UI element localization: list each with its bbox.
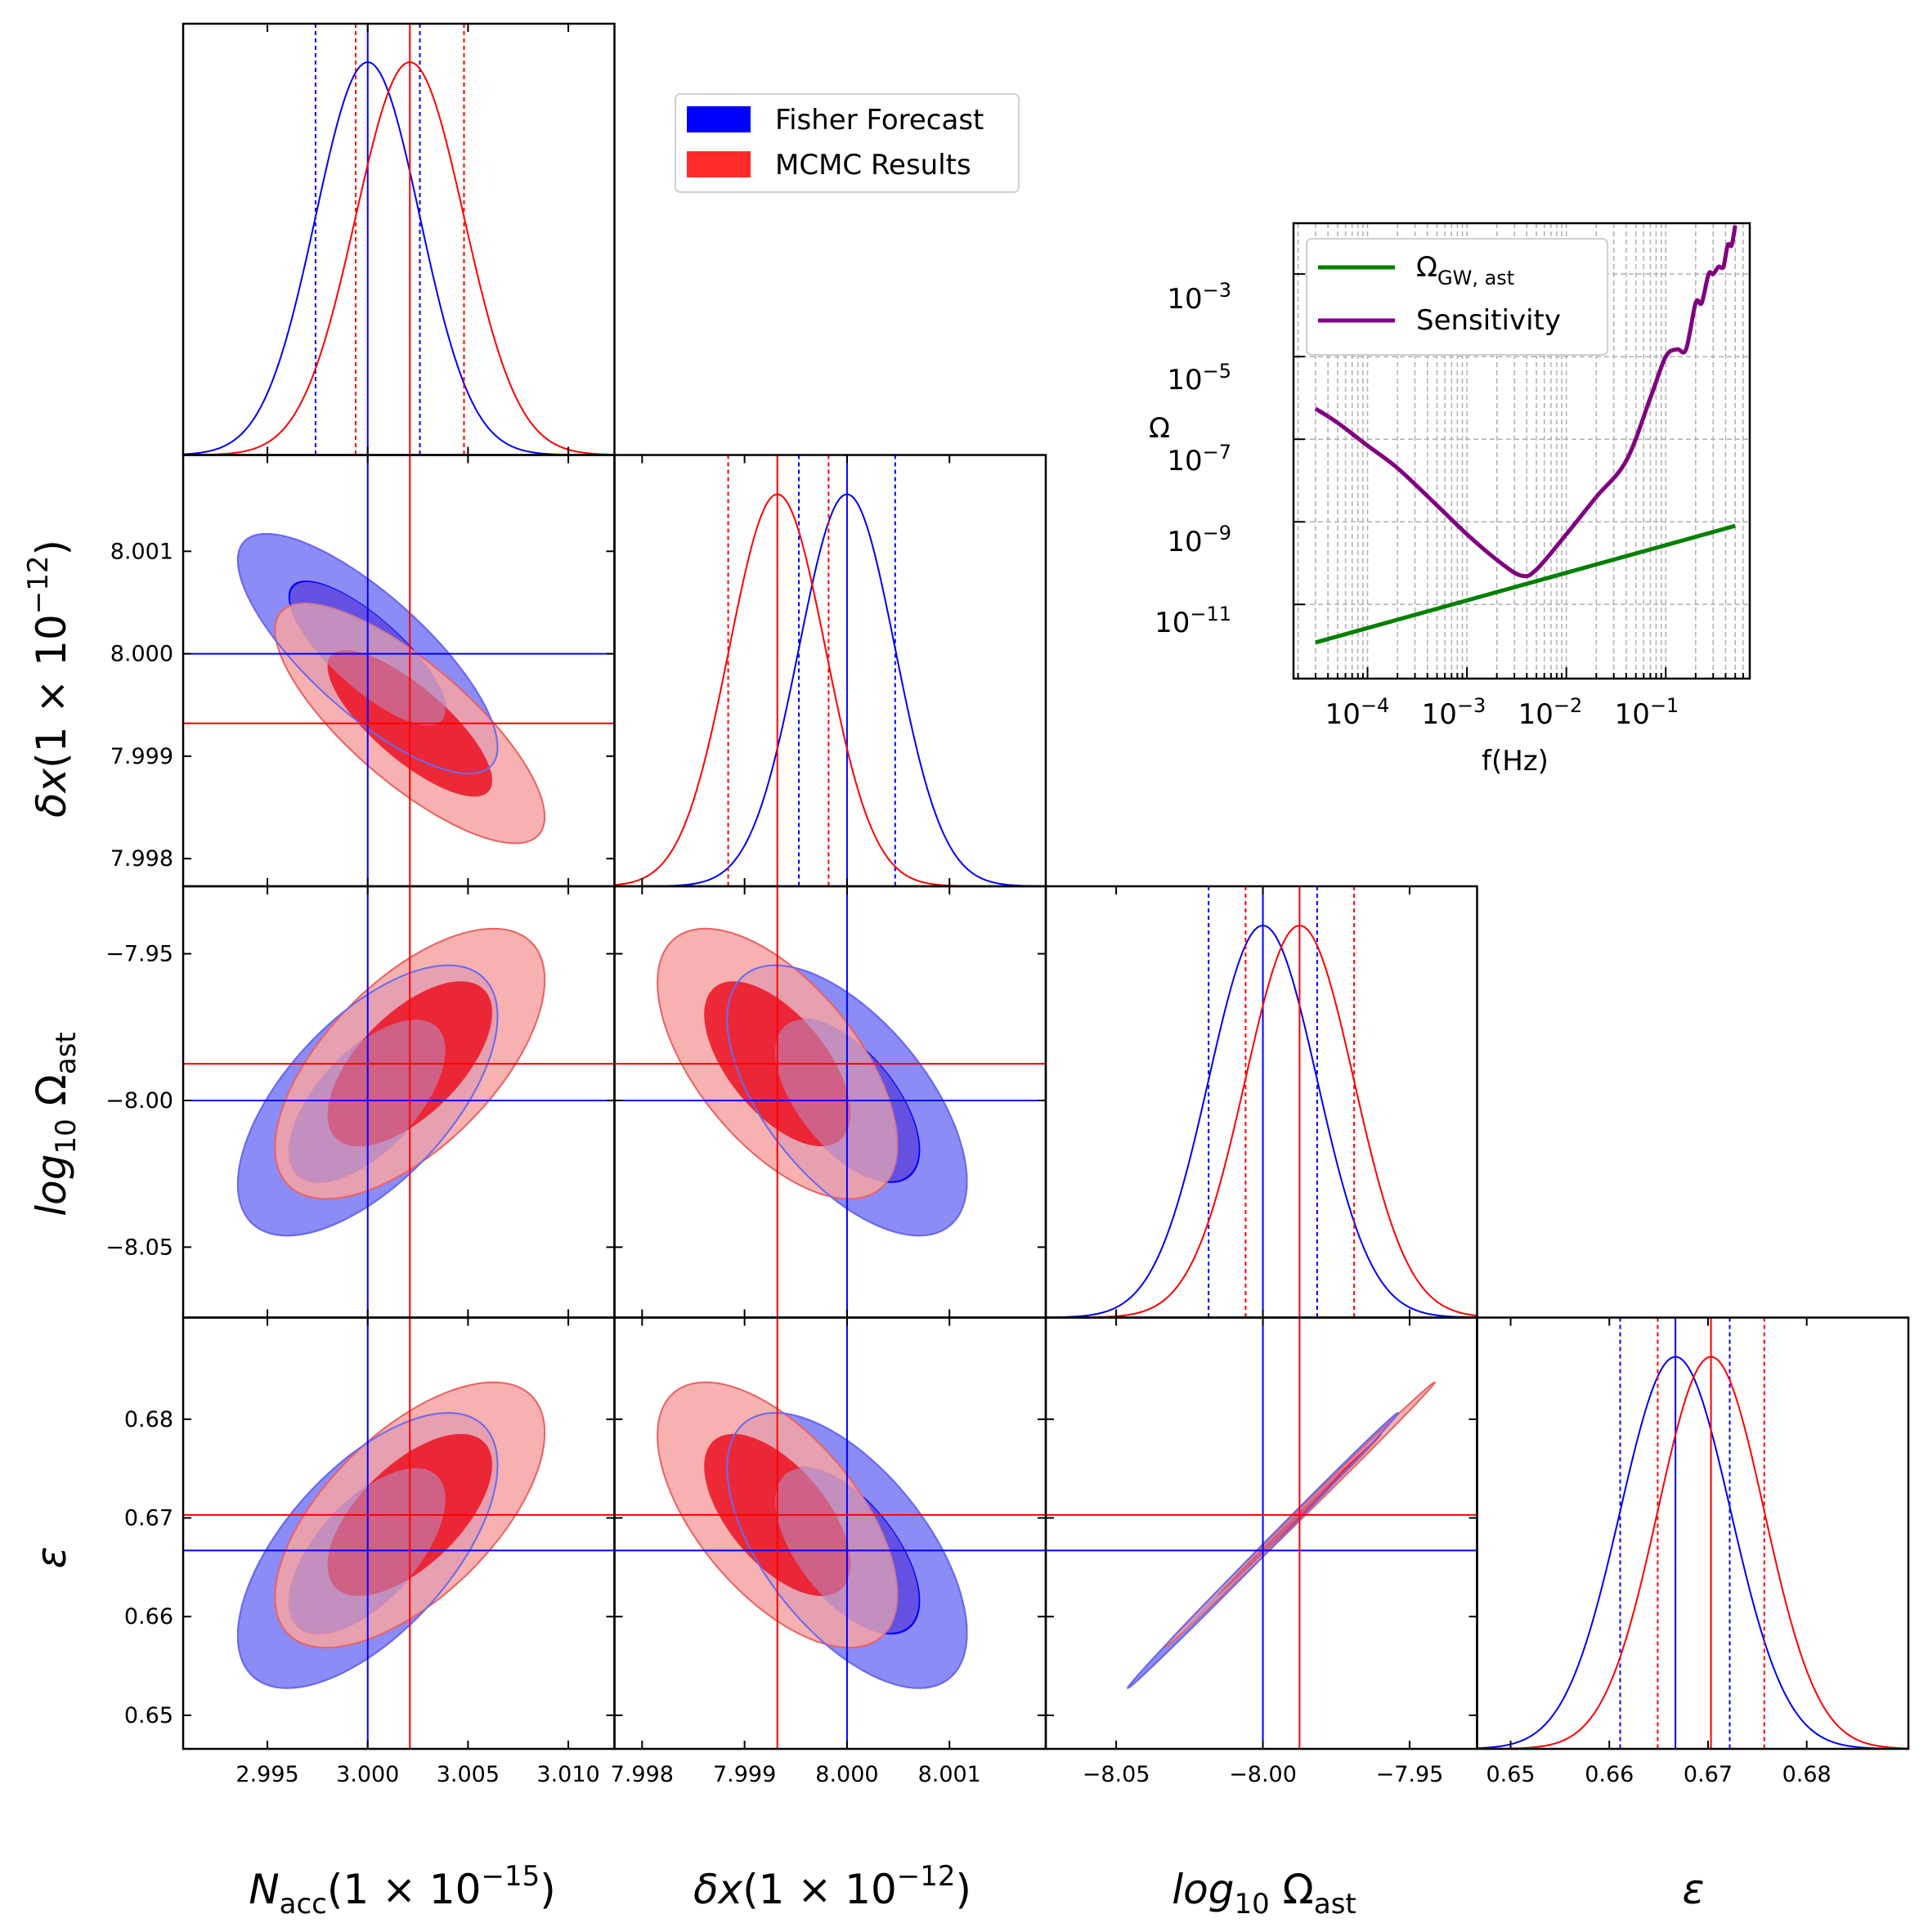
x-axis-labels: Nacc(1 × 10−15) δx(1 × 10−12) log10 Ωast… — [249, 1860, 1704, 1921]
inset-frame — [1292, 222, 1751, 680]
inset-ylabel: Ω — [1149, 412, 1170, 445]
y-tick-label: 0.68 — [124, 1407, 173, 1432]
xlabel-dx: δx(1 × 10−12) — [693, 1860, 971, 1913]
fisher-contour-outline — [236, 964, 499, 1237]
panel-content — [1477, 1317, 1908, 1749]
panel-0-0 — [182, 22, 616, 456]
panel-content — [614, 455, 1046, 886]
panel-content — [1046, 886, 1477, 1318]
panel-2-0: −8.05 −8.00 −7.95 — [105, 885, 616, 1319]
x-tick-label: 7.998 — [611, 1762, 674, 1787]
inset-ytick-label: 10−3 — [1167, 279, 1231, 316]
panel-1-1 — [613, 454, 1047, 888]
panel-3-2: −8.05 −8.00 −7.95 — [1044, 1316, 1478, 1787]
inset-legend: ΩGW, ast Sensitivity — [1306, 238, 1608, 356]
y-tick-label: 0.66 — [124, 1604, 173, 1629]
y-tick-label: −7.95 — [105, 942, 173, 967]
panel-frame — [1476, 1316, 1910, 1750]
y-tick-label: 0.65 — [124, 1703, 173, 1728]
panel-content — [614, 886, 1046, 1318]
panel-2-2 — [1044, 885, 1478, 1319]
y-tick-label: 7.998 — [110, 846, 173, 872]
legend-label-fisher: Fisher Forecast — [775, 104, 984, 137]
ylabel-dx: δx(1 × 10−12) — [22, 540, 75, 818]
x-tick-label: 3.010 — [536, 1762, 599, 1787]
x-tick-label: 0.67 — [1684, 1762, 1733, 1787]
fisher-contour-outline — [726, 964, 968, 1237]
x-tick-label: 0.65 — [1486, 1762, 1535, 1787]
sensitivity-curve — [1314, 225, 1737, 579]
x-tick-label: 3.000 — [336, 1762, 399, 1787]
inset-xtick-label: 10−4 — [1325, 694, 1390, 731]
fisher-contour-outline — [236, 1412, 499, 1689]
legend-label-mcmc: MCMC Results — [775, 149, 971, 182]
fisher-contour-outline — [726, 1412, 968, 1689]
x-tick-label: 3.005 — [437, 1762, 500, 1787]
panel-content — [183, 886, 615, 1318]
inset-plot: 10−3 10−5 10−7 10−9 10−11 10−4 10−3 10−2… — [1149, 222, 1751, 778]
legend-swatch-fisher — [687, 106, 751, 132]
inset-legend-frame — [1306, 238, 1608, 356]
panel-1-0: 7.998 7.999 8.000 8.001 — [110, 454, 616, 888]
x-tick-label: 8.001 — [918, 1762, 981, 1787]
x-tick-label: −7.95 — [1376, 1762, 1444, 1787]
x-tick-label: 7.999 — [713, 1762, 776, 1787]
panel-content — [1046, 1317, 1477, 1749]
xlabel-nacc: Nacc(1 × 10−15) — [249, 1860, 556, 1921]
y-tick-label: 0.67 — [124, 1506, 173, 1531]
posterior-curve-fisher — [183, 61, 615, 455]
x-tick-label: −8.05 — [1083, 1762, 1150, 1787]
y-tick-label: 8.000 — [110, 642, 173, 667]
panel-3-1: 7.998 7.999 8.000 8.001 — [611, 1316, 1047, 1787]
panel-content — [614, 1317, 1046, 1749]
ylabel-eps: ε — [28, 1546, 75, 1568]
omega-gw-line — [1315, 523, 1736, 645]
y-tick-label: −8.00 — [105, 1088, 173, 1114]
inset-legend-label-omega: ΩGW, ast — [1416, 251, 1514, 289]
inset-ytick-labels: 10−3 10−5 10−7 10−9 10−11 — [1155, 279, 1231, 639]
corner-legend: Fisher Forecast MCMC Results — [675, 93, 1020, 193]
y-axis-labels: δx(1 × 10−12) log10 Ωast ε — [22, 540, 83, 1569]
panel-content — [183, 455, 615, 886]
x-tick-label: 0.66 — [1585, 1762, 1634, 1787]
x-tick-label: 2.995 — [235, 1762, 298, 1787]
inset-xtick-labels: 10−4 10−3 10−2 10−1 — [1325, 694, 1679, 731]
posterior-curve-fisher — [614, 493, 1046, 886]
x-tick-label: −8.00 — [1229, 1762, 1297, 1787]
fisher-contour-outline — [236, 532, 499, 775]
inset-ytick-label: 10−5 — [1167, 360, 1231, 397]
inset-ytick-label: 10−7 — [1167, 441, 1231, 477]
xlabel-eps: ε — [1682, 1866, 1704, 1913]
y-tick-label: 7.999 — [110, 744, 173, 769]
posterior-curve-fisher — [1477, 1356, 1908, 1749]
panel-content — [183, 1317, 615, 1749]
panel-3-0: 2.995 3.000 3.005 3.010 0.65 0.66 0.67 0.68 — [124, 1316, 616, 1787]
posterior-curve-mcmc — [1477, 1356, 1908, 1749]
ylabel-omega: log10 Ωast — [28, 1032, 83, 1217]
inset-xlabel: f(Hz) — [1482, 745, 1549, 778]
x-tick-label: 0.68 — [1782, 1762, 1832, 1787]
inset-xtick-label: 10−3 — [1422, 694, 1486, 731]
posterior-curve-fisher — [1046, 925, 1477, 1318]
inset-xtick-label: 10−2 — [1518, 694, 1583, 731]
corner-panels: 7.998 7.999 8.000 8.001 −8.05 −8.00 −7.95 2.995… — [105, 22, 1910, 1787]
posterior-curve-mcmc — [183, 61, 615, 455]
inset-ytick-label: 10−9 — [1167, 522, 1231, 558]
inset-ytick-label: 10−11 — [1155, 603, 1231, 639]
inset-xtick-label: 10−1 — [1615, 694, 1679, 731]
legend-frame — [675, 93, 1020, 193]
panel-content — [183, 24, 615, 455]
legend-swatch-mcmc — [687, 151, 751, 177]
fisher-contour-outline — [1126, 1411, 1400, 1689]
panel-3-3: 0.65 0.66 0.67 0.68 — [1476, 1316, 1910, 1787]
y-tick-label: 8.001 — [110, 539, 173, 564]
xlabel-omega: log10 Ωast — [1172, 1866, 1356, 1921]
x-tick-label: 8.000 — [815, 1762, 878, 1787]
posterior-curve-mcmc — [1046, 925, 1477, 1318]
inset-legend-label-sensitivity: Sensitivity — [1416, 304, 1561, 337]
y-tick-label: −8.05 — [105, 1235, 173, 1260]
